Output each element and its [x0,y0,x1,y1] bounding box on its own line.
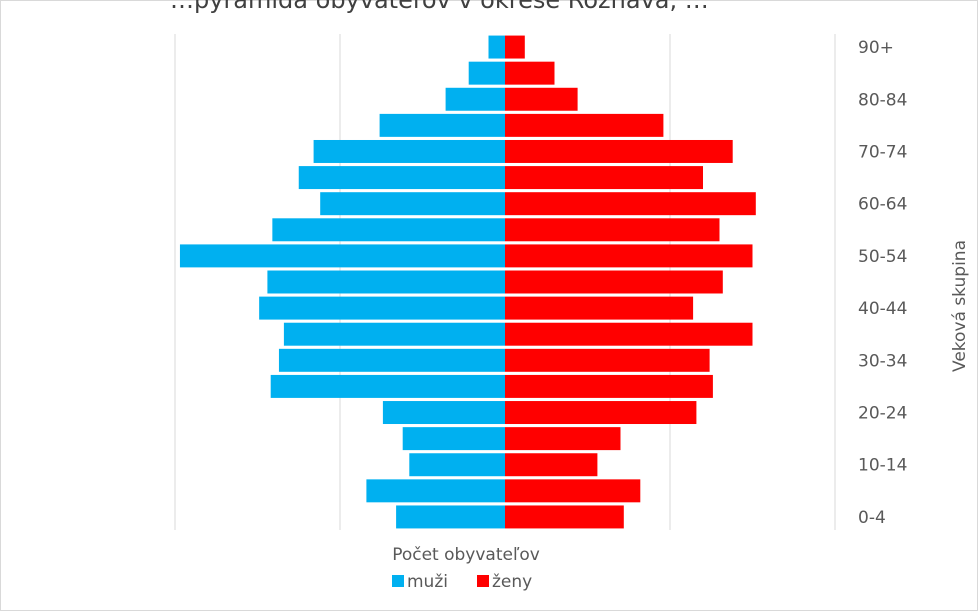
y-tick-labels: 0-4 10-14 20-24 30-34 40-44 50-54 60-64 70-74 80… [858,38,907,528]
title-clip: …pyramída obyvateľov v okrese Rožňava, … [0,0,980,14]
y-tick-label: 20-24 [858,404,907,424]
y-tick-label: 80-84 [858,90,907,110]
bar-male-35-39 [283,322,505,346]
bar-male-25-29 [270,374,505,398]
bar-female-90+ [505,35,525,59]
y-tick-label: 70-74 [858,142,907,162]
y-tick-label: 30-34 [858,351,907,371]
bar-male-45-49 [267,270,505,294]
chart-title: …pyramída obyvateľov v okrese Rožňava, … [170,0,709,14]
bar-female-75-79 [505,113,664,137]
bar-male-65-69 [298,166,505,190]
y-tick-label: 90+ [858,38,894,58]
y-tick-label: 50-54 [858,247,907,267]
y-tick-label: 60-64 [858,195,907,215]
bar-female-65-69 [505,166,703,190]
legend-label-female: ženy [492,572,532,592]
bar-female-30-34 [505,348,710,372]
bar-male-15-19 [402,427,505,451]
legend-label-male: muži [407,572,448,592]
bar-male-60-64 [320,192,505,216]
bar-male-40-44 [259,296,505,320]
bar-female-25-29 [505,374,713,398]
bar-female-45-49 [505,270,723,294]
x-axis-title: Počet obyvateľov [392,545,540,565]
bar-female-60-64 [505,192,756,216]
bar-male-75-79 [379,113,505,137]
bar-female-55-59 [505,218,720,242]
bar-female-50-54 [505,244,753,268]
bar-female-85-89 [505,61,555,85]
bar-male-10-14 [409,453,505,477]
bar-female-5-9 [505,479,641,503]
bar-male-0-4 [396,505,505,529]
legend-swatch-male [392,575,404,587]
bar-male-30-34 [278,348,505,372]
bar-female-35-39 [505,322,753,346]
bar-female-80-84 [505,87,578,111]
y-axis-title: Veková skupina [950,240,970,372]
bar-male-5-9 [366,479,505,503]
bar-male-50-54 [179,244,505,268]
bar-female-0-4 [505,505,624,529]
bar-female-10-14 [505,453,598,477]
bar-male-90+ [488,35,505,59]
bar-female-15-19 [505,427,621,451]
y-tick-label: 0-4 [858,508,886,528]
bar-female-20-24 [505,401,697,425]
bar-male-55-59 [272,218,505,242]
legend-swatch-female [477,575,489,587]
bar-female-70-74 [505,139,733,163]
bars [179,35,756,529]
bar-male-85-89 [468,61,505,85]
bar-male-80-84 [445,87,505,111]
y-tick-label: 10-14 [858,456,907,476]
bar-female-40-44 [505,296,694,320]
bar-male-20-24 [382,401,505,425]
y-tick-label: 40-44 [858,299,907,319]
legend: muži ženy [392,572,532,592]
bar-male-70-74 [313,139,505,163]
